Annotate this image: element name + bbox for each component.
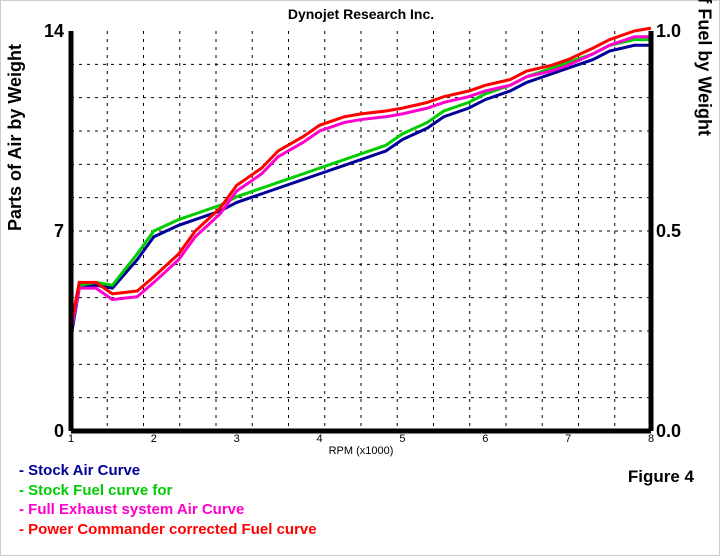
ytick-right: 0.5 — [656, 221, 681, 242]
xtick: 1 — [68, 433, 74, 445]
legend-item: - Stock Air Curve — [19, 461, 317, 481]
ytick-right: 1.0 — [656, 21, 681, 42]
xtick: 4 — [317, 433, 323, 445]
xtick: 7 — [565, 433, 571, 445]
ytick-left: 0 — [54, 421, 64, 442]
legend: - Stock Air Curve- Stock Fuel curve for-… — [19, 461, 317, 539]
figure-label: Figure 4 — [628, 467, 694, 487]
ytick-left: 7 — [54, 221, 64, 242]
ytick-left: 14 — [44, 21, 64, 42]
chart-container: Dynojet Research Inc. Parts of Air by We… — [0, 0, 720, 556]
xtick: 6 — [482, 433, 488, 445]
xtick: 8 — [648, 433, 654, 445]
ytick-right: 0.0 — [656, 421, 681, 442]
xtick: 2 — [151, 433, 157, 445]
legend-item: - Full Exhaust system Air Curve — [19, 500, 317, 520]
legend-item: - Power Commander corrected Fuel curve — [19, 520, 317, 540]
xtick: 5 — [399, 433, 405, 445]
legend-item: - Stock Fuel curve for — [19, 481, 317, 501]
xtick: 3 — [234, 433, 240, 445]
